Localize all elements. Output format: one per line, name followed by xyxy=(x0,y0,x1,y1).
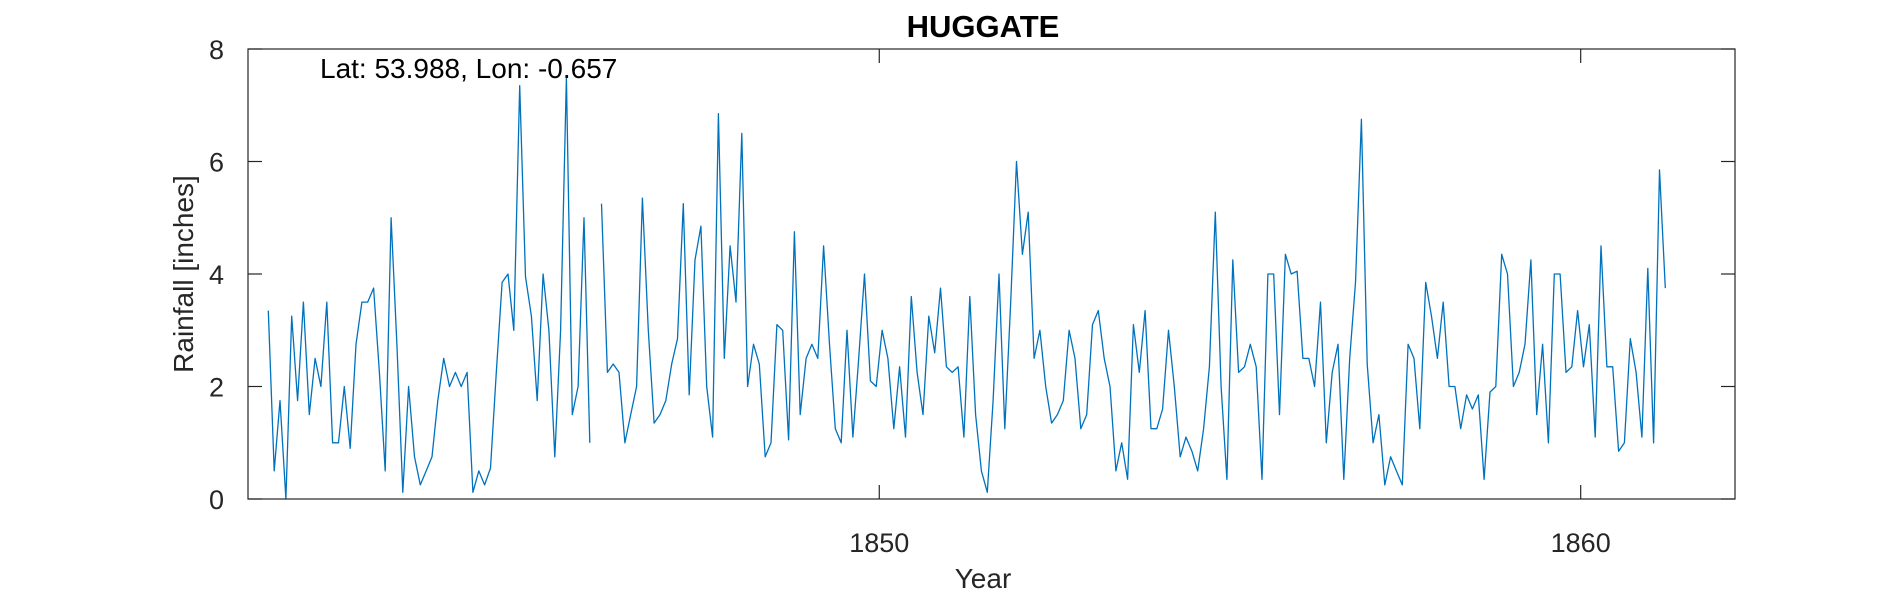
y-tick-label: 8 xyxy=(209,35,224,65)
rainfall-series-line-segment xyxy=(600,113,1666,493)
y-tick-label: 2 xyxy=(209,373,224,403)
y-axis-label: Rainfall [inches] xyxy=(168,175,199,373)
chart-title: HUGGATE xyxy=(907,9,1060,44)
location-annotation: Lat: 53.988, Lon: -0.657 xyxy=(320,53,617,84)
y-tick-label: 0 xyxy=(209,485,224,515)
y-tick-label: 4 xyxy=(209,260,224,290)
rainfall-series-line xyxy=(267,76,591,500)
x-axis-label: Year xyxy=(955,563,1012,591)
plot-box xyxy=(247,48,1736,500)
y-tick-label: 6 xyxy=(209,148,224,178)
x-tick-label: 1850 xyxy=(849,528,909,558)
x-tick-label: 1860 xyxy=(1551,528,1611,558)
tick-labels: 0 2 4 6 8 1850 1860 xyxy=(209,35,1611,558)
